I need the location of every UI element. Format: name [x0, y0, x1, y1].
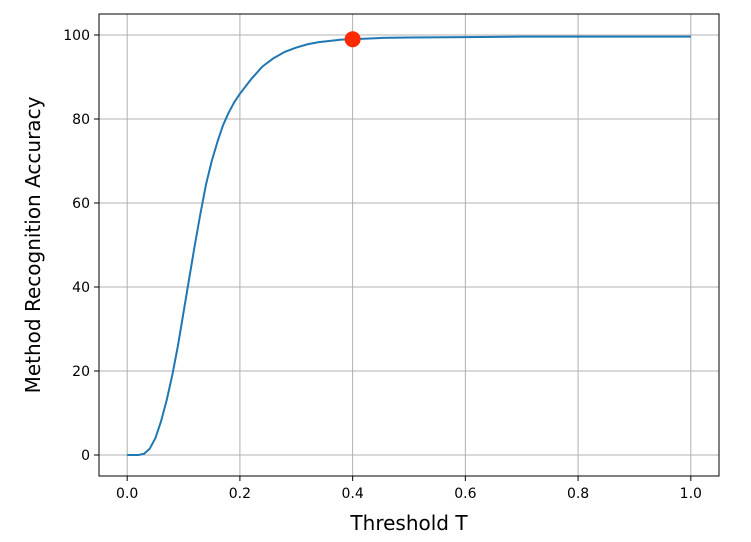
x-tick-label: 0.4	[342, 486, 364, 502]
y-tick-label: 80	[72, 112, 90, 128]
y-tick-label: 20	[72, 364, 90, 380]
x-tick-label: 1.0	[680, 486, 702, 502]
y-axis-ticks: 0 20 40 60 80 100	[63, 28, 99, 464]
x-tick-label: 0.6	[454, 486, 476, 502]
x-tick-label: 0.2	[229, 486, 251, 502]
x-tick-label: 0.0	[116, 486, 138, 502]
highlight-layer	[344, 31, 361, 48]
x-axis-label: Threshold T	[349, 511, 468, 535]
x-axis-ticks: 0.0 0.2 0.4 0.6 0.8 1.0	[116, 476, 702, 502]
y-tick-label: 0	[81, 448, 90, 464]
y-axis-label: Method Recognition Accuracy	[21, 96, 45, 393]
plot-frame	[98, 13, 720, 477]
y-tick-label: 100	[63, 28, 90, 44]
highlight-point	[344, 31, 361, 48]
x-tick-label: 0.8	[567, 486, 589, 502]
grid	[99, 14, 719, 476]
y-tick-label: 40	[72, 280, 90, 296]
series-line-0	[127, 35, 691, 456]
y-tick-label: 60	[72, 196, 90, 212]
series-layer	[127, 35, 691, 456]
